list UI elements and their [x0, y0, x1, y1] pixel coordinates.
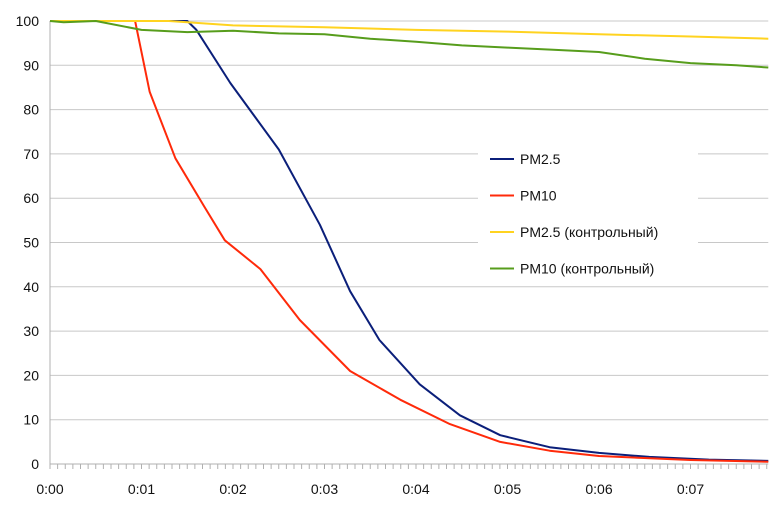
legend-label: PM2.5	[520, 151, 561, 167]
legend-background	[478, 138, 698, 278]
legend-label: PM10	[520, 188, 557, 204]
axes: 0 10 20 30 40 50 60 70 80 90 100 0:00 0:01 0:02 0:03 0:…	[16, 13, 769, 497]
y-tick-label: 50	[23, 235, 39, 251]
x-tick-label: 0:03	[311, 481, 338, 497]
y-tick-label: 20	[23, 367, 39, 383]
y-tick-label: 0	[31, 456, 39, 472]
x-tick-label: 0:00	[36, 481, 63, 497]
legend: PM2.5 PM10 PM2.5 (контрольный) PM10 (контро…	[478, 138, 698, 278]
x-tick-label: 0:02	[219, 481, 246, 497]
x-tick-label: 0:05	[494, 481, 521, 497]
x-tick-label: 0:07	[677, 481, 704, 497]
series-line-3	[49, 20, 769, 69]
x-tick-label: 0:06	[585, 481, 612, 497]
y-tick-label: 10	[23, 412, 39, 428]
series-line-1	[50, 20, 769, 463]
y-tick-label: 40	[23, 279, 39, 295]
legend-label: PM10 (контрольный)	[520, 261, 654, 277]
x-tick-label: 0:01	[128, 481, 155, 497]
y-tick-label: 60	[23, 190, 39, 206]
legend-label: PM2.5 (контрольный)	[520, 224, 658, 240]
y-tick-label: 90	[23, 57, 39, 73]
y-tick-label: 30	[23, 323, 39, 339]
series-line-0	[50, 20, 769, 462]
series-line-2	[50, 20, 769, 40]
y-tick-label: 80	[23, 102, 39, 118]
x-tick-label: 0:04	[402, 481, 429, 497]
y-tick-label: 70	[23, 146, 39, 162]
y-tick-label: 100	[16, 13, 40, 29]
gridlines	[50, 20, 769, 421]
series-lines	[49, 20, 769, 463]
